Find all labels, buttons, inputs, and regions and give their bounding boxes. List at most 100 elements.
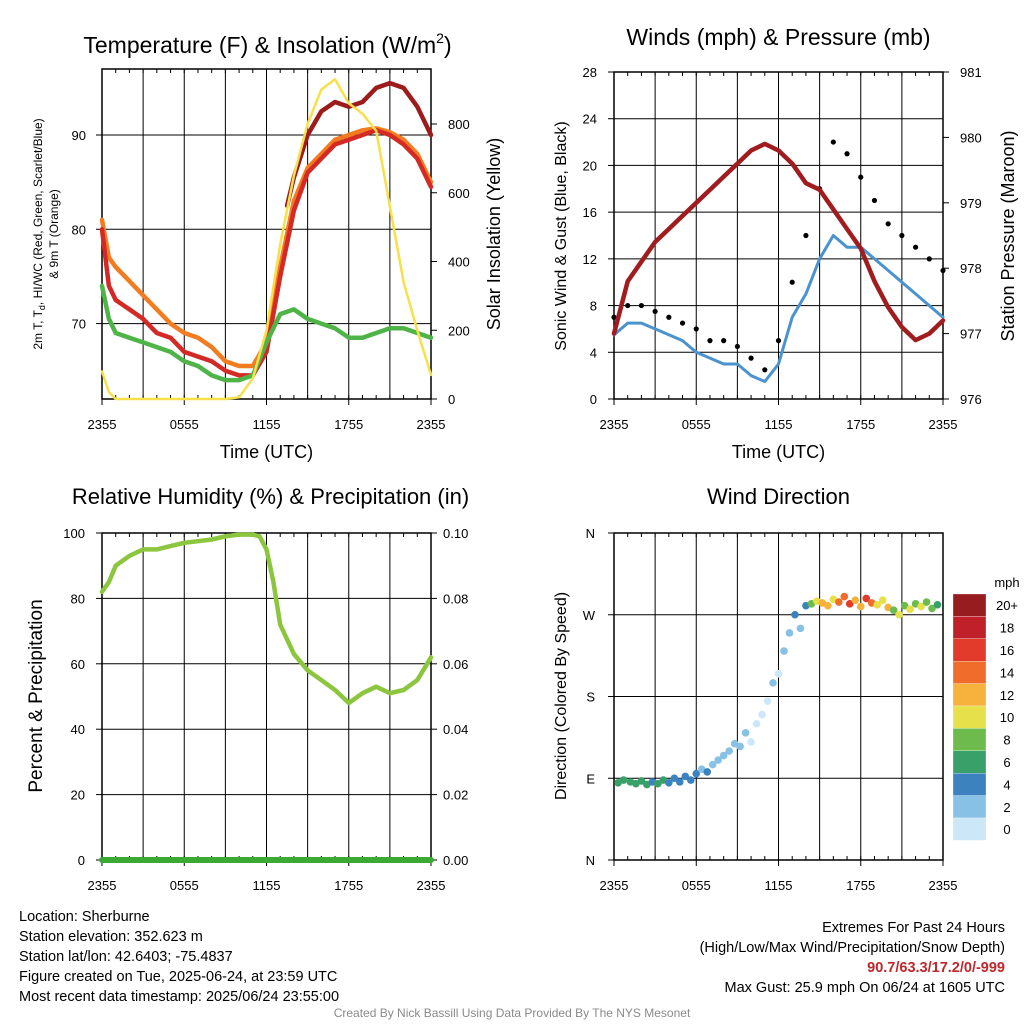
gust-point [611,314,617,320]
direction-point [873,600,881,609]
y-tick-label-left: 28 [583,65,597,80]
x-tick-label: 2355 [600,878,629,893]
gust-point [912,244,919,250]
gust-point [803,232,809,239]
x-tick-label: 2355 [600,417,629,432]
gust-point [885,221,891,227]
y-tick-label-right: 978 [960,261,982,276]
direction-point [780,647,788,655]
direction-point [796,624,805,633]
gust-point [652,308,658,315]
gust-point [748,355,754,361]
colorbar-swatch [952,750,987,774]
panel-title: Temperature (F) & Insolation (W/m2) [83,30,451,58]
panel-title: Relative Humidity (%) & Precipitation (i… [72,484,469,509]
x-tick-label: 2355 [929,417,958,432]
y-tick-label-right: 981 [960,65,982,80]
colorbar-label: 8 [1003,733,1010,748]
y-axis-label-left-2: & 9m T (Orange) [47,189,61,279]
x-tick-label: 1155 [765,878,793,893]
y-tick-label-left: 20 [71,788,85,803]
y-tick-label-right: 600 [448,186,470,201]
y-tick-label-right: 0 [448,392,455,407]
x-tick-label: 1755 [846,417,875,432]
direction-point [906,605,914,614]
x-tick-label: 2355 [88,417,117,432]
y-tick-label-left: 12 [583,252,597,267]
direction-tick-label: S [586,690,595,705]
colorbar-label: 18 [1000,621,1014,636]
direction-point [654,779,662,788]
extremes-subtitle: (High/Low/Max Wind/Precipitation/Snow De… [699,940,1005,956]
y-tick-label-left: 16 [583,205,597,220]
colorbar-label: 14 [1000,665,1014,680]
x-axis-label: Time (UTC) [732,442,825,462]
colorbar-swatch [952,616,987,639]
y-axis-label-right: Station Pressure (Maroon) [998,130,1018,341]
colorbar-label: 10 [1000,710,1014,725]
direction-point [670,774,679,783]
direction-point [845,600,854,608]
colorbar-swatch [952,728,987,751]
y-tick-label-left: 0 [78,853,85,868]
y-tick-label-right: 400 [448,255,470,270]
y-label-sub: d [37,305,47,310]
direction-point [889,606,898,615]
colorbar-swatch [952,593,987,617]
x-tick-label: 1155 [765,417,793,432]
credit-text: Created By Nick Bassill Using Data Provi… [333,1006,691,1020]
gust-point [734,343,740,350]
direction-point [922,598,931,606]
colorbar-swatch [952,661,987,684]
x-tick-label: 0555 [170,878,199,893]
temperature-series-line [284,80,434,208]
x-tick-label: 2355 [929,878,958,893]
direction-point [681,772,690,781]
direction-point [714,756,722,764]
panel-title-main: Temperature (F) & Insolation (W/m [83,32,436,58]
y-tick-label-left: 100 [63,526,85,541]
y-tick-label-right: 977 [960,327,982,342]
y-tick-label-right: 979 [960,196,982,211]
gust-point [762,367,768,373]
latlon-text: Station lat/lon: 42.6403; -75.4837 [19,949,233,965]
direction-point [665,778,673,787]
y-tick-label-left: 40 [71,722,85,737]
extremes-title: Extremes For Past 24 Hours [822,920,1005,936]
y-tick-label-right: 0.10 [443,526,468,541]
direction-point [676,778,684,786]
colorbar-label: 2 [1003,800,1010,815]
y-tick-label-right: 0.04 [443,722,468,737]
direction-point [703,768,712,776]
gust-point [789,279,795,285]
y-axis-label-left: 2m T, Td, HI/WC (Red, Green, Scarlet/Blu… [31,118,47,349]
direction-point [741,729,750,737]
direction-point [752,719,761,728]
direction-point [785,629,794,637]
y-tick-label-left: 80 [72,222,86,237]
y-tick-label-right: 976 [960,392,982,407]
station-info: Location: Sherburne Station elevation: 3… [19,907,339,1007]
panel-title: Winds (mph) & Pressure (mb) [626,24,930,50]
direction-point [725,747,733,755]
y-tick-label-right: 200 [448,323,470,338]
gust-point [926,256,932,262]
y-tick-label-right: 0.06 [443,657,468,672]
direction-tick-label: N [586,526,595,541]
y-axis-label-left: Direction (Colored By Speed) [553,592,570,800]
panel-title-sup: 2 [436,30,444,46]
gust-point [899,232,905,239]
colorbar-swatch [952,705,987,729]
x-tick-label: 0555 [682,417,711,432]
x-tick-label: 1755 [334,417,363,432]
panel-title-end: ) [444,32,452,58]
direction-point [758,710,766,719]
y-tick-label-right: 800 [448,117,470,132]
direction-point [708,760,717,769]
panel-title: Wind Direction [707,484,850,509]
direction-point [763,697,772,705]
gust-point [775,338,782,344]
y-tick-label-left: 20 [583,158,597,173]
created-text: Figure created on Tue, 2025-06-24, at 23… [19,969,338,985]
direction-point [933,600,942,609]
